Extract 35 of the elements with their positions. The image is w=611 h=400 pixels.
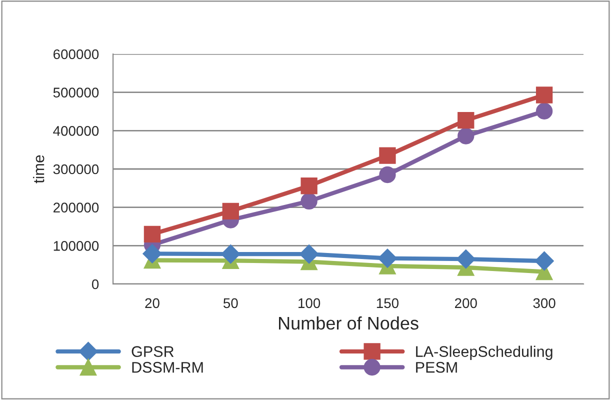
point <box>222 202 239 220</box>
legend-label: LA-SleepScheduling <box>416 346 552 360</box>
y-tick-label: 100000 <box>54 241 99 251</box>
legend-label: GPSR <box>132 346 174 357</box>
y-axis-title: time <box>33 155 44 184</box>
y-tick-label: 600000 <box>54 49 99 60</box>
point <box>378 248 398 268</box>
point <box>534 251 554 271</box>
x-tick-label: 50 <box>223 298 238 308</box>
y-tick-label: 200000 <box>54 202 99 213</box>
point <box>300 178 318 194</box>
x-tick-label: 300 <box>533 298 556 308</box>
y-tick-label: 0 <box>92 279 99 290</box>
x-tick-label: 200 <box>455 298 477 308</box>
point <box>536 102 553 120</box>
point <box>379 147 396 164</box>
point <box>300 244 319 264</box>
point <box>379 166 396 184</box>
legend-label: PESM <box>416 362 457 373</box>
point <box>456 250 476 269</box>
point <box>300 192 318 210</box>
y-tick-label: 500000 <box>53 88 99 98</box>
point <box>221 244 240 264</box>
point <box>458 112 474 129</box>
x-tick-label: 100 <box>298 298 320 308</box>
x-tick-label: 150 <box>376 298 399 308</box>
point <box>458 128 474 144</box>
legend-label: DSSM-RM <box>132 362 203 373</box>
x-tick-label: 20 <box>145 298 160 308</box>
y-tick-label: 300000 <box>53 164 99 174</box>
point <box>144 226 161 242</box>
y-tick-label: 400000 <box>53 126 99 136</box>
x-axis-title: Number of Nodes <box>279 316 418 330</box>
point <box>536 86 553 104</box>
point <box>142 244 162 264</box>
